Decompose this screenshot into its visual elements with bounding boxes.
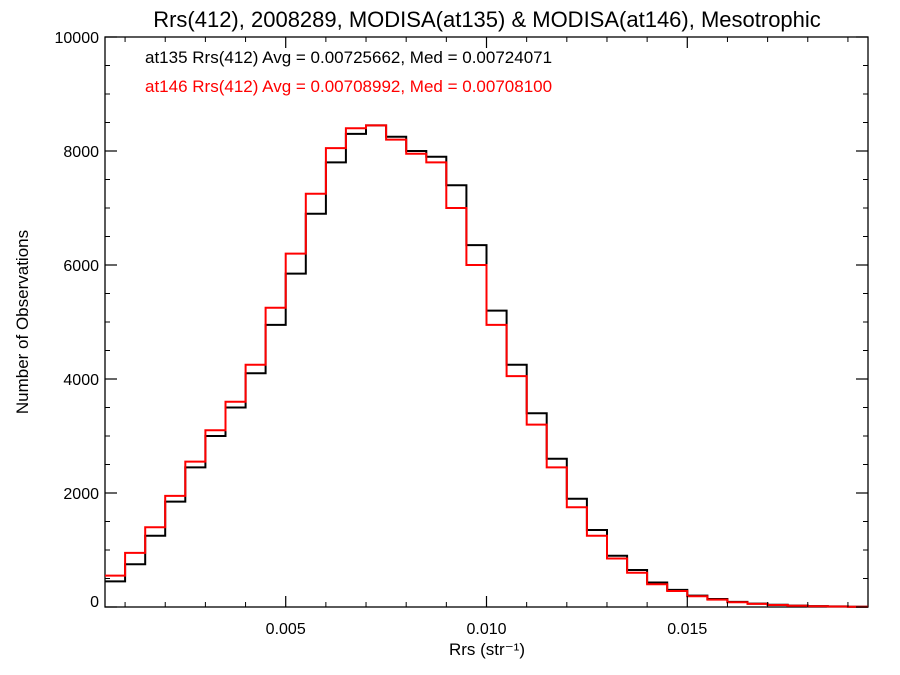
y-axis-title: Number of Observations xyxy=(13,230,32,414)
x-tick-label: 0.005 xyxy=(266,621,306,638)
y-tick-label: 0 xyxy=(90,594,99,611)
y-tick-label: 2000 xyxy=(63,486,99,503)
annotation-at146: at146 Rrs(412) Avg = 0.00708992, Med = 0… xyxy=(145,77,552,96)
series-line-at146 xyxy=(105,124,868,608)
series-line-at135 xyxy=(105,124,868,608)
y-tick-label: 4000 xyxy=(63,372,99,389)
chart-title: Rrs(412), 2008289, MODISA(at135) & MODIS… xyxy=(153,7,821,32)
x-tick-label: 0.015 xyxy=(667,621,707,638)
x-axis-title: Rrs (str⁻¹) xyxy=(449,640,525,659)
y-tick-label: 8000 xyxy=(63,144,99,161)
tick-label-layer: 0.005 0.010 0.015 0 2000 4000 6000 8000 10000 xyxy=(55,30,708,638)
y-tick-label: 10000 xyxy=(55,30,100,47)
series-layer xyxy=(105,124,868,608)
annotation-at135: at135 Rrs(412) Avg = 0.00725662, Med = 0… xyxy=(145,48,552,67)
x-tick-label: 0.010 xyxy=(466,621,506,638)
tick-layer xyxy=(105,36,868,608)
y-tick-label: 6000 xyxy=(63,258,99,275)
